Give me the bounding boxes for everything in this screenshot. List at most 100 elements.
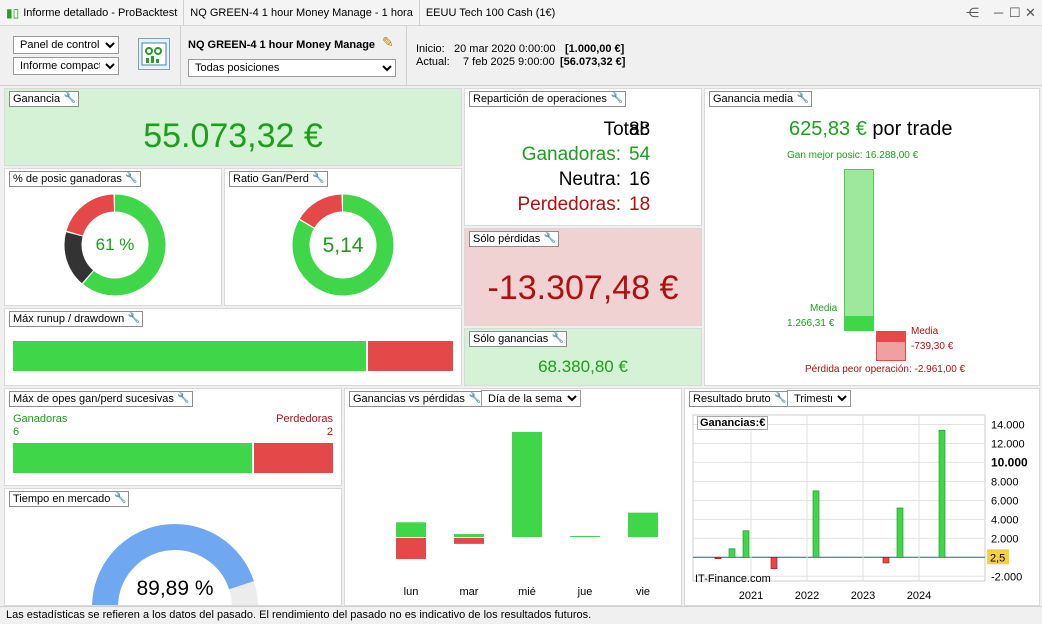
weekday-gain-bar: [396, 522, 426, 537]
y-tick-label: 4.000: [991, 514, 1019, 526]
start-label: Inicio:: [416, 43, 445, 55]
current-date: 7 feb 2025 9:00:00: [463, 56, 555, 68]
neutra-value: 16: [629, 169, 651, 190]
weekday-loss-bar: [454, 538, 484, 544]
media-loss-label: Media: [911, 326, 939, 337]
wrench-icon[interactable]: 🔧: [312, 173, 325, 184]
app-title-tab[interactable]: ▮▯ Informe detallado - ProBacktest: [0, 0, 185, 26]
ganancia-panel: Ganancia 🔧 55.073,32 €: [4, 88, 462, 166]
drawdown-bar: [368, 341, 453, 371]
wrench-icon[interactable]: 🔧: [551, 333, 565, 344]
quarter-bar: [938, 429, 946, 558]
current-value-label: 2,5: [990, 552, 1005, 564]
weekday-label: mié: [518, 586, 536, 598]
resultado-legend: Ganancias:€: [697, 416, 769, 430]
pct-ganadoras-panel: % de posic ganadoras 🔧 61 %: [4, 168, 222, 306]
wrench-icon[interactable]: 🔧: [468, 393, 481, 404]
sucesivas-loss-bar: [254, 443, 333, 473]
candlestick-icon: ▮▯: [6, 5, 20, 20]
toolbar-divider-2: [406, 26, 407, 86]
y-tick-label: 2.000: [991, 533, 1019, 545]
media-loss-value: -739,30 €: [911, 341, 954, 352]
wrench-icon[interactable]: 🔧: [177, 393, 190, 404]
positions-select[interactable]: Todas posiciones: [188, 59, 396, 77]
instrument-tab[interactable]: EEUU Tech 100 Cash (1€): [420, 0, 561, 26]
weekday-chart: lun mar mié jue vie: [396, 432, 658, 598]
runup-panel: Máx runup / drawdown 🔧: [4, 308, 462, 386]
wrench-icon[interactable]: 🔧: [543, 233, 557, 244]
resultado-panel: Resultado bruto 🔧 Trimestral 14.000 12.000…: [684, 388, 1040, 606]
resultado-dropdown[interactable]: Trimestral: [787, 390, 851, 407]
report-settings-icon[interactable]: [138, 38, 170, 70]
ganancia-value: 55.073,32 €: [143, 117, 323, 155]
tiempo-panel: Tiempo en mercado 🔧 89,89 %: [4, 488, 342, 606]
y-tick-label: 6.000: [991, 495, 1019, 507]
sucesivas-loss-value: 2: [326, 426, 333, 438]
pct-ganadoras-value: 61 %: [96, 235, 135, 254]
media-loss-bar: [876, 331, 906, 341]
wrench-icon[interactable]: 🔧: [796, 93, 810, 104]
app-title: Informe detallado - ProBacktest: [23, 6, 178, 19]
start-value: [1.000,00 €]: [565, 43, 625, 55]
wrench-icon[interactable]: 🔧: [127, 313, 141, 324]
share-icon[interactable]: ⋲: [966, 5, 979, 20]
x-tick-label: 2021: [739, 590, 763, 602]
solo-perdidas-value: -13.307,48 €: [487, 269, 679, 307]
ganadoras-row: Ganadoras:: [521, 144, 621, 165]
sucesivas-loss-label: Perdedoras: [276, 413, 333, 425]
solo-ganancias-title: Sólo ganancias 🔧: [469, 331, 568, 347]
perdedoras-value: 18: [629, 194, 651, 215]
weekday-gain-bar: [570, 535, 600, 537]
wrench-icon[interactable]: 🔧: [125, 173, 138, 184]
strategy-name: NQ GREEN-4 1 hour Money Manage: [188, 39, 376, 51]
media-win-bar: [844, 317, 874, 331]
solo-perdidas-panel: Sólo pérdidas 🔧 -13.307,48 €: [464, 228, 702, 326]
best-position-label: Gan mejor posic: 16.288,00 €: [787, 150, 919, 161]
sucesivas-title: Máx de opes gan/perd sucesivas 🔧: [9, 391, 193, 407]
x-tick-label: 2024: [907, 590, 931, 602]
solo-ganancias-value: 68.380,80 €: [538, 357, 628, 376]
worst-loss-label: Pérdida peor operación: -2.961,00 €: [805, 364, 966, 375]
wrench-icon[interactable]: 🔧: [113, 493, 127, 504]
ganadoras-value: 54: [629, 144, 651, 165]
ganancia-title: Ganancia 🔧: [9, 91, 80, 107]
perdedoras-row: Perdedoras:: [517, 194, 621, 215]
report-type-select[interactable]: Informe compacto: [13, 57, 119, 75]
wrench-icon[interactable]: 🔧: [774, 393, 787, 404]
total-value: 88: [629, 119, 651, 140]
ratio-value: 5,14: [323, 234, 364, 257]
tiempo-title: Tiempo en mercado 🔧: [9, 491, 130, 507]
footer-disclaimer: Las estadísticas se refieren a los datos…: [0, 606, 1042, 624]
minimize-icon[interactable]: ─: [994, 5, 1004, 20]
resultado-title: Resultado bruto 🔧: [689, 391, 790, 407]
current-label: Actual:: [416, 56, 450, 68]
y-tick-label: 10.000: [991, 455, 1028, 469]
ganancias-vs-dropdown[interactable]: Día de la semana: [481, 390, 581, 407]
ratio-panel: Ratio Gan/Perd 🔧 5,14: [224, 168, 462, 306]
weekday-label: lun: [404, 586, 419, 598]
best-position-bar: [844, 169, 874, 317]
edit-icon[interactable]: ✎: [382, 34, 394, 50]
view-select[interactable]: Panel de control: [13, 36, 119, 54]
ganancia-media-panel: Ganancia media 🔧 625,83 € por trade Gan m…: [704, 88, 1040, 386]
wrench-icon[interactable]: 🔧: [63, 93, 77, 104]
strategy-tab[interactable]: NQ GREEN-4 1 hour Money Manage - 1 hora: [184, 0, 420, 26]
pct-ganadoras-title: % de posic ganadoras 🔧: [9, 171, 141, 187]
wrench-icon[interactable]: 🔧: [610, 93, 623, 104]
maximize-icon[interactable]: ☐: [1009, 5, 1021, 20]
quarter-bar: [728, 548, 736, 558]
weekday-loss-bar: [396, 538, 426, 559]
pct-ganadoras-donut: 61 %: [64, 194, 166, 296]
y-tick-label: 12.000: [991, 438, 1025, 450]
ganancias-vs-title: Ganancias vs pérdidas 🔧: [349, 391, 484, 407]
y-tick-label: 8.000: [991, 476, 1019, 488]
close-icon[interactable]: ✕: [1025, 5, 1036, 20]
weekday-gain-bar: [512, 432, 542, 537]
instrument-title: EEUU Tech 100 Cash (1€): [425, 6, 556, 19]
media-win-label: Media: [810, 303, 838, 314]
neutra-row: Neutra:: [558, 169, 621, 190]
ratio-title: Ratio Gan/Perd 🔧: [229, 171, 328, 187]
sucesivas-win-bar: [13, 443, 252, 473]
reparticion-title: Repartición de operaciones 🔧: [469, 91, 626, 107]
runup-title: Máx runup / drawdown 🔧: [9, 311, 144, 327]
